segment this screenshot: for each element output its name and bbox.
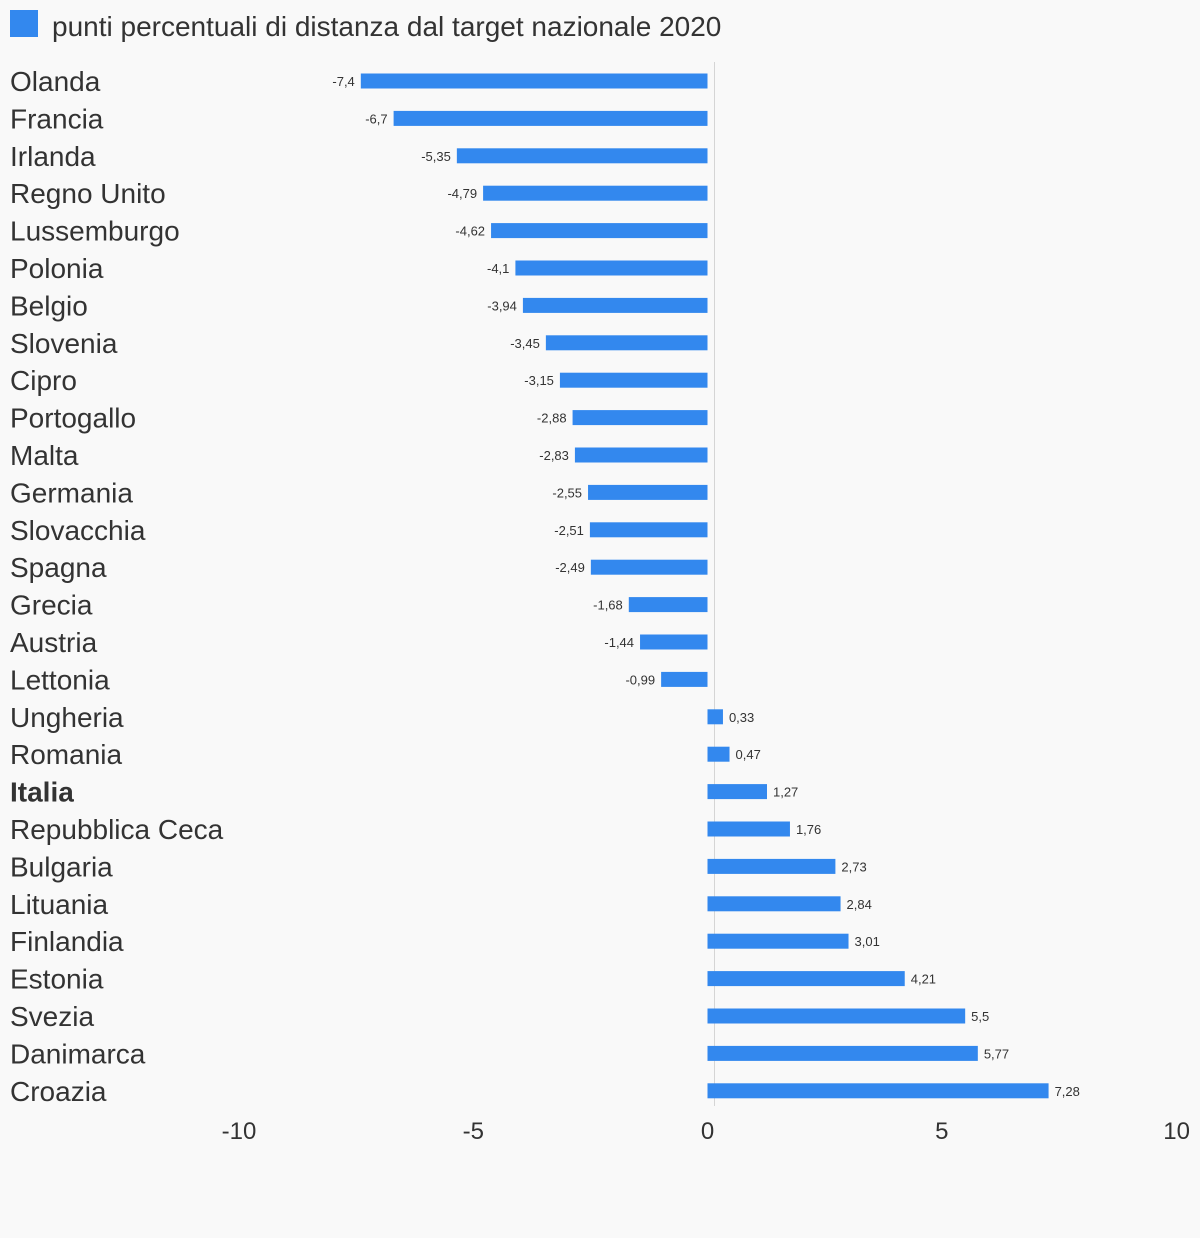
value-label: -5,35 [421, 149, 451, 164]
bar [628, 597, 708, 613]
value-label: -2,88 [537, 411, 567, 426]
value-label: -2,49 [555, 560, 585, 575]
category-label: Finlandia [10, 926, 124, 957]
category-label: Spagna [10, 552, 107, 583]
category-label: Lituania [10, 889, 109, 920]
category-label: Ungheria [10, 702, 124, 733]
bars [360, 73, 1049, 1099]
bar [707, 971, 905, 987]
bar [707, 896, 841, 912]
category-label: Austria [10, 627, 98, 658]
category-label: Cipro [10, 365, 77, 396]
value-label: -2,83 [539, 448, 569, 463]
value-label: 2,84 [847, 897, 872, 912]
bar [491, 223, 708, 239]
category-label: Olanda [10, 66, 101, 97]
category-label: Repubblica Ceca [10, 814, 224, 845]
category-label: Lussemburgo [10, 216, 180, 247]
value-labels: -7,4 -6,7 -5,35 -4,79 -4,62 -4,1 -3,94 -3,45 -3,… [332, 74, 1079, 1099]
category-label: Croazia [10, 1076, 107, 1107]
category-label: Slovenia [10, 328, 118, 359]
value-label: -6,7 [365, 111, 387, 126]
x-tick-label: 0 [701, 1118, 714, 1145]
bar [572, 410, 708, 426]
bar [522, 297, 708, 313]
value-label: -4,62 [455, 224, 485, 239]
bar [707, 933, 849, 949]
value-label: -2,55 [552, 485, 582, 500]
value-label: -4,1 [487, 261, 509, 276]
category-label: Estonia [10, 964, 104, 995]
bar [707, 784, 767, 800]
category-label: Irlanda [10, 141, 96, 172]
value-label: -3,15 [524, 373, 554, 388]
category-label: Lettonia [10, 664, 110, 695]
value-label: 4,21 [911, 972, 936, 987]
bar [590, 559, 708, 575]
value-label: -1,68 [593, 598, 623, 613]
bar [589, 522, 708, 538]
bar [588, 484, 708, 500]
x-tick-label: 5 [935, 1118, 948, 1145]
value-label: 7,28 [1055, 1084, 1080, 1099]
value-label: 0,47 [736, 747, 761, 762]
category-label: Bulgaria [10, 851, 113, 882]
value-label: -0,99 [625, 672, 655, 687]
bar [707, 1008, 966, 1024]
value-label: 1,27 [773, 785, 798, 800]
category-labels: Olanda Francia Irlanda Regno Unito Lussembur… [10, 66, 224, 1107]
x-tick-label: 10 [1163, 1118, 1190, 1145]
bar [559, 372, 708, 388]
bar [707, 746, 730, 762]
category-label: Slovacchia [10, 515, 146, 546]
bar [545, 335, 708, 351]
category-label: Regno Unito [10, 178, 166, 209]
value-label: -3,94 [487, 298, 517, 313]
value-label: -4,79 [447, 186, 477, 201]
bar [707, 1045, 978, 1061]
legend-swatch [10, 10, 38, 37]
value-label: 0,33 [729, 710, 754, 725]
x-axis-ticks: -10 -5 0 5 10 [222, 1118, 1190, 1145]
value-label: -1,44 [604, 635, 634, 650]
category-label: Belgio [10, 290, 88, 321]
bar [574, 447, 708, 463]
bar [483, 185, 708, 201]
value-label: 2,73 [841, 859, 866, 874]
value-label: -3,45 [510, 336, 540, 351]
value-label: 3,01 [855, 934, 880, 949]
bar [707, 858, 836, 874]
value-label: 1,76 [796, 822, 821, 837]
legend-label: punti percentuali di distanza dal target… [52, 11, 721, 42]
category-label: Svezia [10, 1001, 94, 1032]
value-label: 5,77 [984, 1046, 1009, 1061]
category-label: Danimarca [10, 1038, 146, 1069]
category-label: Malta [10, 440, 79, 471]
category-label: Francia [10, 103, 104, 134]
category-label: Portogallo [10, 403, 136, 434]
category-label: Romania [10, 739, 122, 770]
bar [393, 110, 708, 126]
bar [360, 73, 708, 89]
category-label: Germania [10, 477, 133, 508]
bar [707, 1083, 1049, 1099]
x-tick-label: -10 [222, 1118, 257, 1145]
category-label: Grecia [10, 590, 93, 621]
legend: punti percentuali di distanza dal target… [10, 10, 721, 42]
value-label: -2,51 [554, 523, 584, 538]
bar [707, 709, 723, 725]
category-label: Polonia [10, 253, 104, 284]
value-label: -7,4 [332, 74, 354, 89]
bar [707, 821, 790, 837]
x-tick-label: -5 [463, 1118, 484, 1145]
bar [661, 671, 708, 687]
bar [515, 260, 708, 276]
value-label: 5,5 [971, 1009, 989, 1024]
bar [456, 148, 708, 164]
bar [640, 634, 708, 650]
category-label: Italia [10, 777, 74, 808]
